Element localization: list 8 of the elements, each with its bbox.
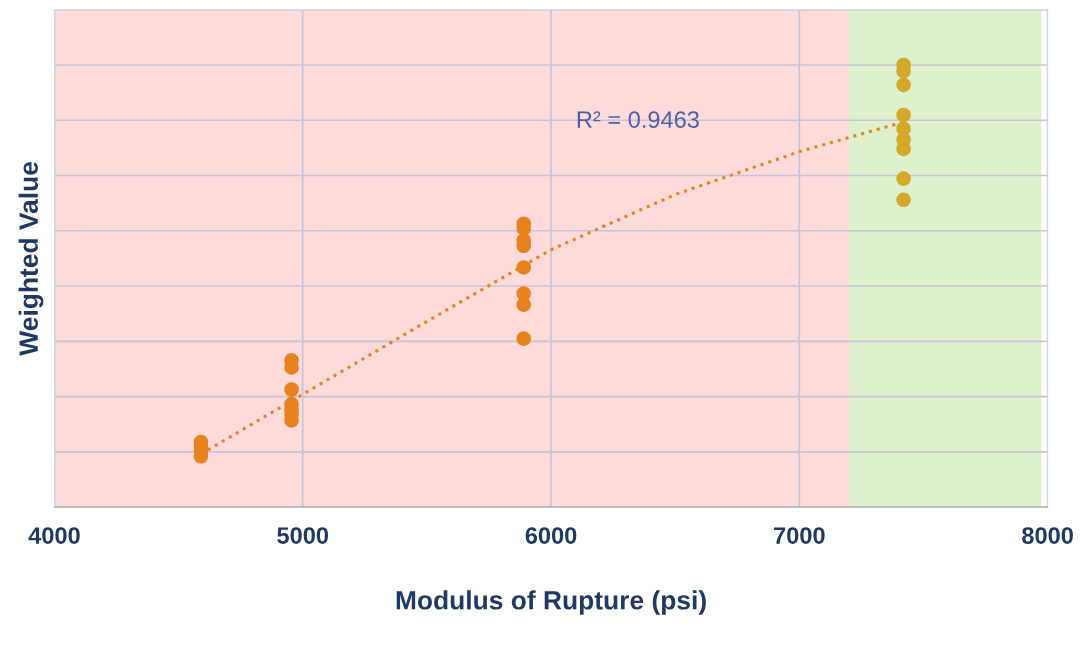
annotation: R² = 0.9463 xyxy=(577,111,699,128)
x-tick-label: 7000 xyxy=(774,527,825,544)
x-tick-label: 4000 xyxy=(28,527,80,544)
x-tick-label: 6000 xyxy=(525,527,577,544)
y-axis-title: Weighted Value xyxy=(18,162,44,356)
x-axis-title: Modulus of Rupture (psi) xyxy=(396,590,706,615)
x-tick-label: 5000 xyxy=(277,527,329,544)
x-tick-label: 8000 xyxy=(1022,527,1073,544)
